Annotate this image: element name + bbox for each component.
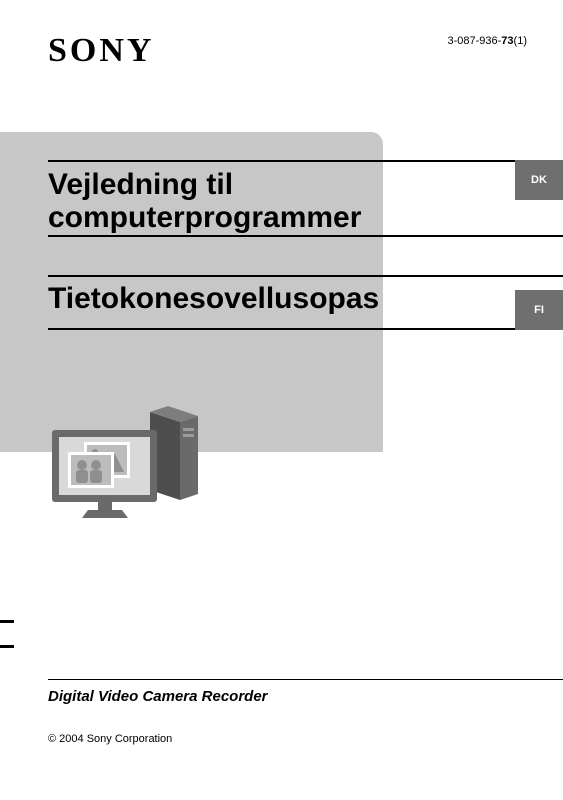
brand-logo: SONY xyxy=(48,32,154,70)
document-id: 3-087-936-73(1) xyxy=(447,35,527,47)
horizontal-rule xyxy=(48,328,563,330)
doc-id-prefix: 3-087-936- xyxy=(447,35,501,47)
title-dk-line2: computerprogrammer xyxy=(48,201,361,234)
horizontal-rule xyxy=(48,160,563,162)
language-tab-dk: DK xyxy=(515,160,563,200)
title-fi: Tietokonesovellusopas xyxy=(48,282,379,315)
doc-id-bold: 73 xyxy=(501,35,513,47)
page-root: SONY 3-087-936-73(1) Vejledning til comp… xyxy=(0,0,563,800)
horizontal-rule xyxy=(48,679,563,680)
product-line: Digital Video Camera Recorder xyxy=(48,688,268,705)
horizontal-rule xyxy=(48,235,563,237)
copyright: © 2004 Sony Corporation xyxy=(48,733,172,745)
computer-illustration xyxy=(40,400,200,530)
language-tab-fi: FI xyxy=(515,290,563,330)
title-dk-line1: Vejledning til xyxy=(48,168,361,201)
title-dk: Vejledning til computerprogrammer xyxy=(48,168,361,234)
edge-marker xyxy=(0,620,14,648)
doc-id-suffix: (1) xyxy=(514,35,527,47)
horizontal-rule xyxy=(48,275,563,277)
